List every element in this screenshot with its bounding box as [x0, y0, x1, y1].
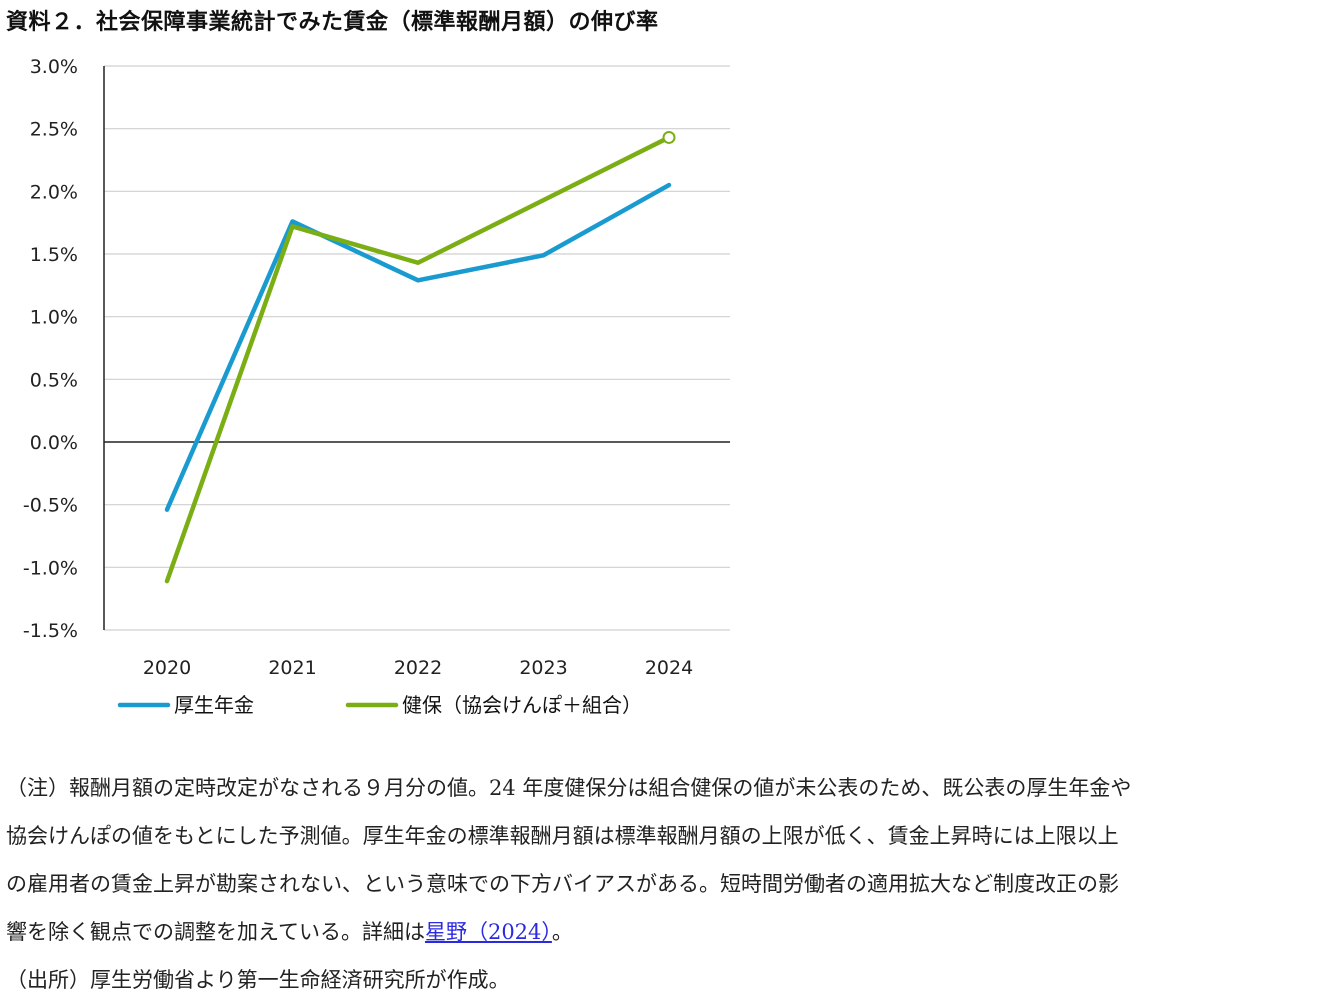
chart-title: 資料２．社会保障事業統計でみた賃金（標準報酬月額）の伸び率 [6, 10, 659, 35]
note-line-4-text: 響を除く観点での調整を加えている。詳細は [6, 920, 425, 944]
y-tick-label: 1.5% [30, 244, 78, 266]
y-tick-label: 2.5% [30, 119, 78, 141]
x-tick-label: 2020 [143, 657, 191, 679]
note-line-4: 響を除く観点での調整を加えている。詳細は星野（2024）。 [6, 908, 1336, 956]
x-tick-label: 2021 [268, 657, 316, 679]
note-line-4-end: 。 [551, 920, 573, 944]
y-tick-label: -0.5% [23, 495, 78, 517]
x-tick-label: 2022 [394, 657, 442, 679]
y-tick-label: 0.5% [30, 369, 78, 391]
y-tick-label: 3.0% [30, 56, 78, 78]
x-tick-label: 2024 [645, 657, 693, 679]
x-tick-label: 2023 [519, 657, 567, 679]
y-tick-label: 1.0% [30, 307, 78, 329]
y-axis-tick-labels: 3.0% 2.5% 2.0% 1.5% 1.0% 0.5% 0.0% -0.5% -1.0% -1… [23, 56, 78, 642]
legend-label-1: 厚生年金 [174, 693, 254, 717]
source-line: （出所）厚生労働省より第一生命経済研究所が作成。 [6, 968, 510, 992]
x-axis-tick-labels: 2020 2021 2022 2023 2024 [143, 657, 693, 679]
notes-block: （注）報酬月額の定時改定がなされる９月分の値。24 年度健保分は組合健保の値が未… [6, 764, 1336, 1004]
reference-link[interactable]: 星野（2024） [424, 920, 552, 944]
note-line-1: （注）報酬月額の定時改定がなされる９月分の値。24 年度健保分は組合健保の値が未… [6, 776, 1132, 800]
y-tick-label: 0.0% [30, 432, 78, 454]
y-tick-label: 2.0% [30, 181, 78, 203]
line-chart: 3.0% 2.5% 2.0% 1.5% 1.0% 0.5% 0.0% -0.5% -1.0% -1… [23, 56, 730, 717]
legend: 厚生年金 健保（協会けんぽ＋組合） [117, 693, 642, 717]
note-line-3: の雇用者の賃金上昇が勘案されない、という意味での下方バイアスがある。短時間労働者… [6, 872, 1119, 896]
series-line-2 [164, 135, 672, 584]
legend-label-2: 健保（協会けんぽ＋組合） [402, 693, 642, 717]
gridlines [104, 65, 730, 631]
forecast-marker [662, 130, 676, 144]
series-line-1 [164, 182, 672, 512]
axes [103, 66, 730, 630]
y-tick-label: -1.0% [23, 557, 78, 579]
y-tick-label: -1.5% [23, 620, 78, 642]
series-lines [164, 130, 676, 584]
note-line-2: 協会けんぽの値をもとにした予測値。厚生年金の標準報酬月額は標準報酬月額の上限が低… [6, 824, 1119, 848]
